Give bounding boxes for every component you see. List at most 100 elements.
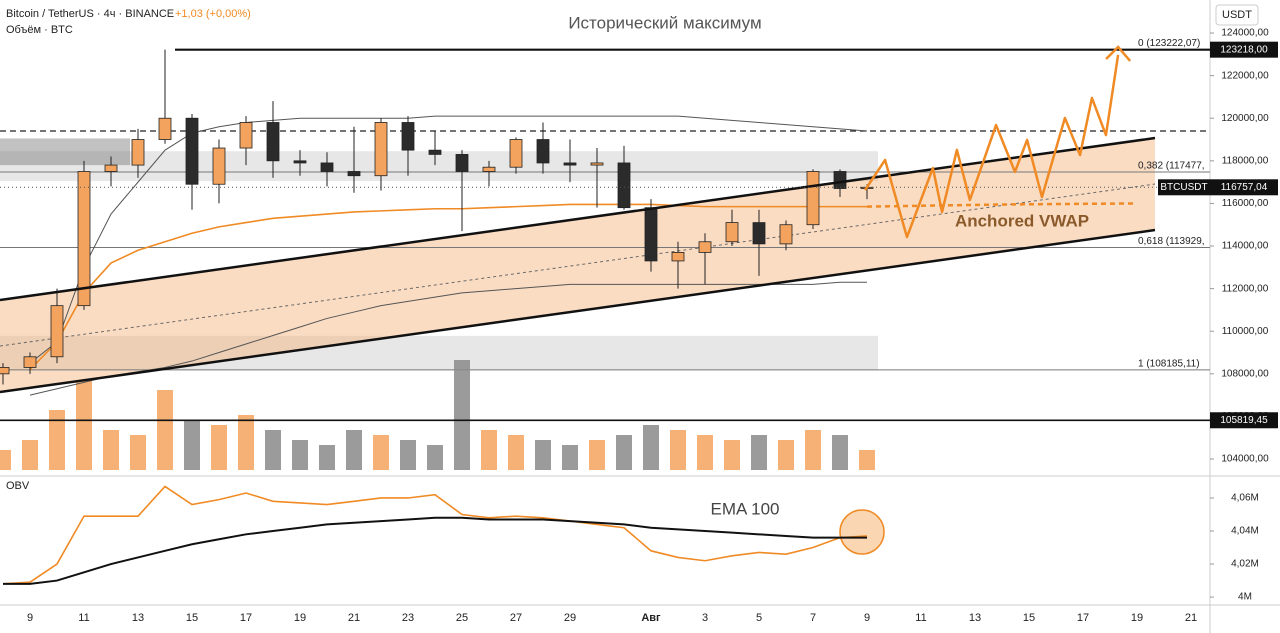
zone bbox=[0, 138, 130, 166]
x-tick-label: 21 bbox=[1185, 612, 1197, 624]
symbol-tag-label: BTCUSDT bbox=[1160, 182, 1207, 193]
fib-label: 0 (123222,07) bbox=[1138, 38, 1200, 49]
volume-bar bbox=[265, 430, 281, 470]
volume-bar bbox=[22, 440, 38, 470]
candle-body bbox=[347, 171, 361, 177]
currency-button[interactable] bbox=[1215, 4, 1259, 26]
obv-title: OBV bbox=[6, 480, 30, 492]
volume-bar bbox=[859, 450, 875, 470]
candle-body bbox=[401, 122, 415, 151]
candle-body bbox=[185, 117, 199, 185]
x-tick-label: 29 bbox=[564, 612, 576, 624]
volume-bar bbox=[130, 435, 146, 470]
highlight-circle bbox=[839, 509, 885, 555]
y-tick-label: 4,02M bbox=[1231, 559, 1259, 570]
fib-label: 0,382 (117477, bbox=[1138, 161, 1205, 172]
candle-body bbox=[752, 222, 766, 245]
fib-label: 1 (108185,11) bbox=[1138, 359, 1200, 370]
volume-bar bbox=[427, 445, 443, 470]
zone bbox=[0, 335, 878, 370]
volume-bar bbox=[697, 435, 713, 470]
volume-title: Объём · BTC bbox=[6, 24, 73, 36]
x-tick-label: 19 bbox=[1131, 612, 1143, 624]
volume-bar bbox=[292, 440, 308, 470]
currency[interactable]: USDT bbox=[1222, 9, 1252, 21]
y-tick-label: 118000,00 bbox=[1222, 155, 1269, 166]
y-tick-label: 110000,00 bbox=[1222, 326, 1269, 337]
candle-body bbox=[698, 241, 712, 253]
projection-path bbox=[864, 54, 1120, 239]
x-tick-label: 15 bbox=[1023, 612, 1035, 624]
vwap-projection bbox=[866, 202, 1138, 208]
candle-body bbox=[725, 222, 739, 243]
volume-bar bbox=[76, 380, 92, 470]
y-tick-label: 4,06M bbox=[1231, 493, 1259, 504]
channel-line bbox=[0, 228, 1156, 394]
band-line bbox=[29, 281, 867, 396]
candle-body bbox=[563, 162, 577, 166]
y-tick-label: 112000,00 bbox=[1222, 283, 1269, 294]
change: +1,03 (+0,00%) bbox=[175, 8, 251, 20]
x-tick-label: 17 bbox=[240, 612, 252, 624]
x-tick-label: 19 bbox=[294, 612, 306, 624]
volume-bar bbox=[238, 415, 254, 470]
price-axis-bg bbox=[1210, 0, 1280, 633]
volume-bar bbox=[508, 435, 524, 470]
vwap-line bbox=[29, 203, 867, 371]
candle-body bbox=[212, 147, 226, 185]
volume-bar bbox=[400, 440, 416, 470]
x-tick-label: 27 bbox=[510, 612, 522, 624]
volume-bar bbox=[481, 430, 497, 470]
volume-bar bbox=[157, 390, 173, 470]
x-tick-label: 11 bbox=[78, 612, 89, 624]
volume-bar bbox=[103, 430, 119, 470]
x-tick-label: 9 bbox=[864, 612, 870, 624]
annotation: Исторический максимум bbox=[568, 13, 761, 32]
x-tick-label: 13 bbox=[969, 612, 981, 624]
candle-body bbox=[50, 305, 64, 358]
x-tick-label: 5 bbox=[756, 612, 762, 624]
candle-body bbox=[671, 252, 685, 262]
y-tick-label: 124000,00 bbox=[1221, 28, 1269, 39]
volume-bar bbox=[643, 425, 659, 470]
channel-line bbox=[0, 136, 1156, 302]
x-tick-label: 11 bbox=[915, 612, 926, 624]
price-tag bbox=[1210, 412, 1278, 429]
candle-body bbox=[131, 139, 145, 166]
volume-bar bbox=[616, 435, 632, 470]
candle-body bbox=[644, 207, 658, 262]
projection-arrow bbox=[1105, 45, 1132, 62]
candle-body bbox=[266, 122, 280, 162]
volume-bar bbox=[0, 450, 11, 470]
candle-body bbox=[158, 117, 172, 140]
candle-body bbox=[536, 139, 550, 164]
price-tag-label: 105819,45 bbox=[1220, 415, 1268, 426]
candle-body bbox=[104, 164, 118, 172]
volume-bar bbox=[346, 430, 362, 470]
ema-line bbox=[3, 516, 867, 585]
price-tag bbox=[1210, 41, 1278, 58]
candle-body bbox=[617, 162, 631, 209]
x-tick-label: 15 bbox=[186, 612, 198, 624]
x-tick-label: 3 bbox=[702, 612, 708, 624]
ema-label: EMA 100 bbox=[711, 499, 780, 518]
y-tick-label: 122000,00 bbox=[1221, 70, 1269, 81]
symbol-tag bbox=[1158, 179, 1210, 196]
volume-bar bbox=[49, 410, 65, 470]
candle-body bbox=[239, 122, 253, 149]
fib-label: 0,618 (113929, bbox=[1138, 236, 1205, 247]
volume-bar bbox=[778, 440, 794, 470]
y-tick-label: 104000,00 bbox=[1221, 454, 1269, 465]
x-tick-label: 17 bbox=[1077, 612, 1089, 624]
candle-body bbox=[779, 224, 793, 245]
candle-body bbox=[833, 171, 847, 189]
volume-bar bbox=[805, 430, 821, 470]
y-tick-label: 116000,00 bbox=[1222, 198, 1269, 209]
channel-mid bbox=[0, 183, 1156, 347]
obv-line bbox=[2, 485, 868, 585]
symbol-title: Bitcoin / TetherUS · 4ч · BINANCE bbox=[6, 8, 174, 20]
candle-body bbox=[0, 367, 10, 375]
x-tick-label: 25 bbox=[456, 612, 468, 624]
